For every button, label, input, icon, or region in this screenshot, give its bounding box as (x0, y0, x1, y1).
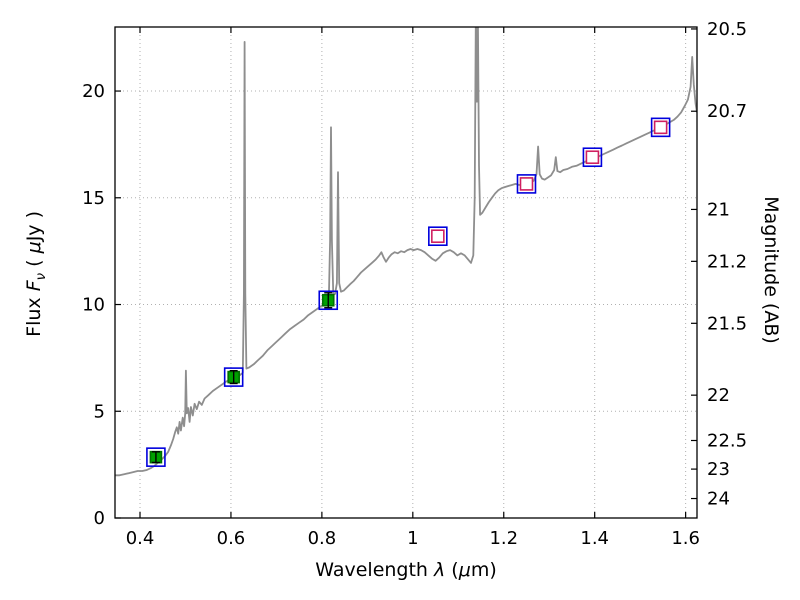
mag-tick-label: 21.2 (707, 251, 747, 272)
band-model-outer-squares-marker (318, 290, 339, 311)
band-model-outer-squares-marker (582, 147, 603, 168)
mag-tick-label: 24 (707, 489, 730, 510)
x-tick-label: 1.4 (580, 528, 609, 549)
x-axis-label: Wavelength λ (μm) (315, 559, 497, 581)
band-model-outer-squares-marker (146, 447, 166, 467)
mag-tick-label: 22 (707, 385, 730, 406)
x-axis-label-text: Wavelength (315, 559, 435, 581)
flux-tick-label: 0 (94, 508, 105, 529)
flux-tick-label: 20 (82, 81, 105, 102)
x-tick-label: 0.4 (126, 528, 155, 549)
lambda-symbol: λ (434, 559, 446, 581)
band-model-inner-squares-marker (431, 229, 445, 244)
mu-symbol: μ (23, 241, 46, 254)
band-model-outer-squares-marker (428, 226, 448, 247)
mag-tick-label: 20.5 (707, 19, 747, 40)
band-model-inner-squares-marker (585, 150, 600, 165)
flux-tick-label: 15 (82, 188, 105, 209)
x-tick-label: 0.6 (217, 528, 246, 549)
plot-frame (114, 26, 698, 519)
spectrum-line (115, 27, 697, 477)
x-tick-label: 1.2 (489, 528, 518, 549)
band-model-inner-squares-marker (519, 177, 534, 191)
mag-tick-label: 20.7 (707, 101, 747, 122)
nu-subscript: ν (33, 272, 49, 281)
x-tick-label: 0.8 (308, 528, 337, 549)
y-axis-label-flux: Flux Fν ( μJy ) (23, 210, 49, 337)
band-model-outer-squares-marker (650, 117, 671, 138)
flux-tick-label: 10 (82, 295, 105, 316)
mag-tick-label: 22.5 (707, 430, 747, 451)
x-tick-label: 1 (407, 528, 418, 549)
band-model-outer-squares-marker (516, 174, 537, 194)
mag-tick-label: 21 (707, 199, 730, 220)
flux-tick-label: 5 (94, 401, 105, 422)
band-model-outer-squares-marker (223, 367, 244, 387)
band-model-inner-squares-marker (653, 120, 668, 135)
x-tick-label: 1.6 (671, 528, 700, 549)
y-axis-label-magnitude: Magnitude (AB) (760, 196, 782, 344)
mag-tick-label: 23 (707, 459, 730, 480)
mag-tick-label: 21.5 (707, 313, 747, 334)
flux-symbol: F (23, 280, 46, 292)
mu-symbol: μ (458, 559, 471, 581)
